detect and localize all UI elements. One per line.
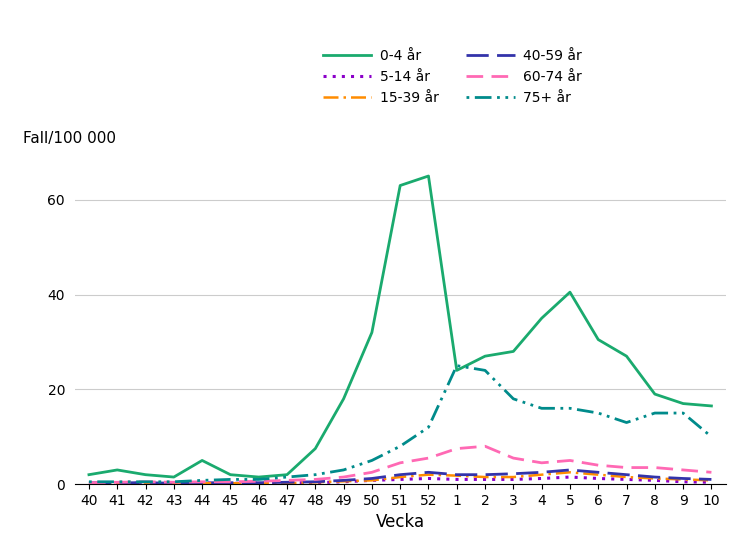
X-axis label: Vecka: Vecka — [375, 514, 425, 531]
Legend: 0-4 år, 5-14 år, 15-39 år, 40-59 år, 60-74 år, 75+ år: 0-4 år, 5-14 år, 15-39 år, 40-59 år, 60-… — [317, 43, 587, 110]
Text: Fall/100 000: Fall/100 000 — [22, 131, 116, 146]
